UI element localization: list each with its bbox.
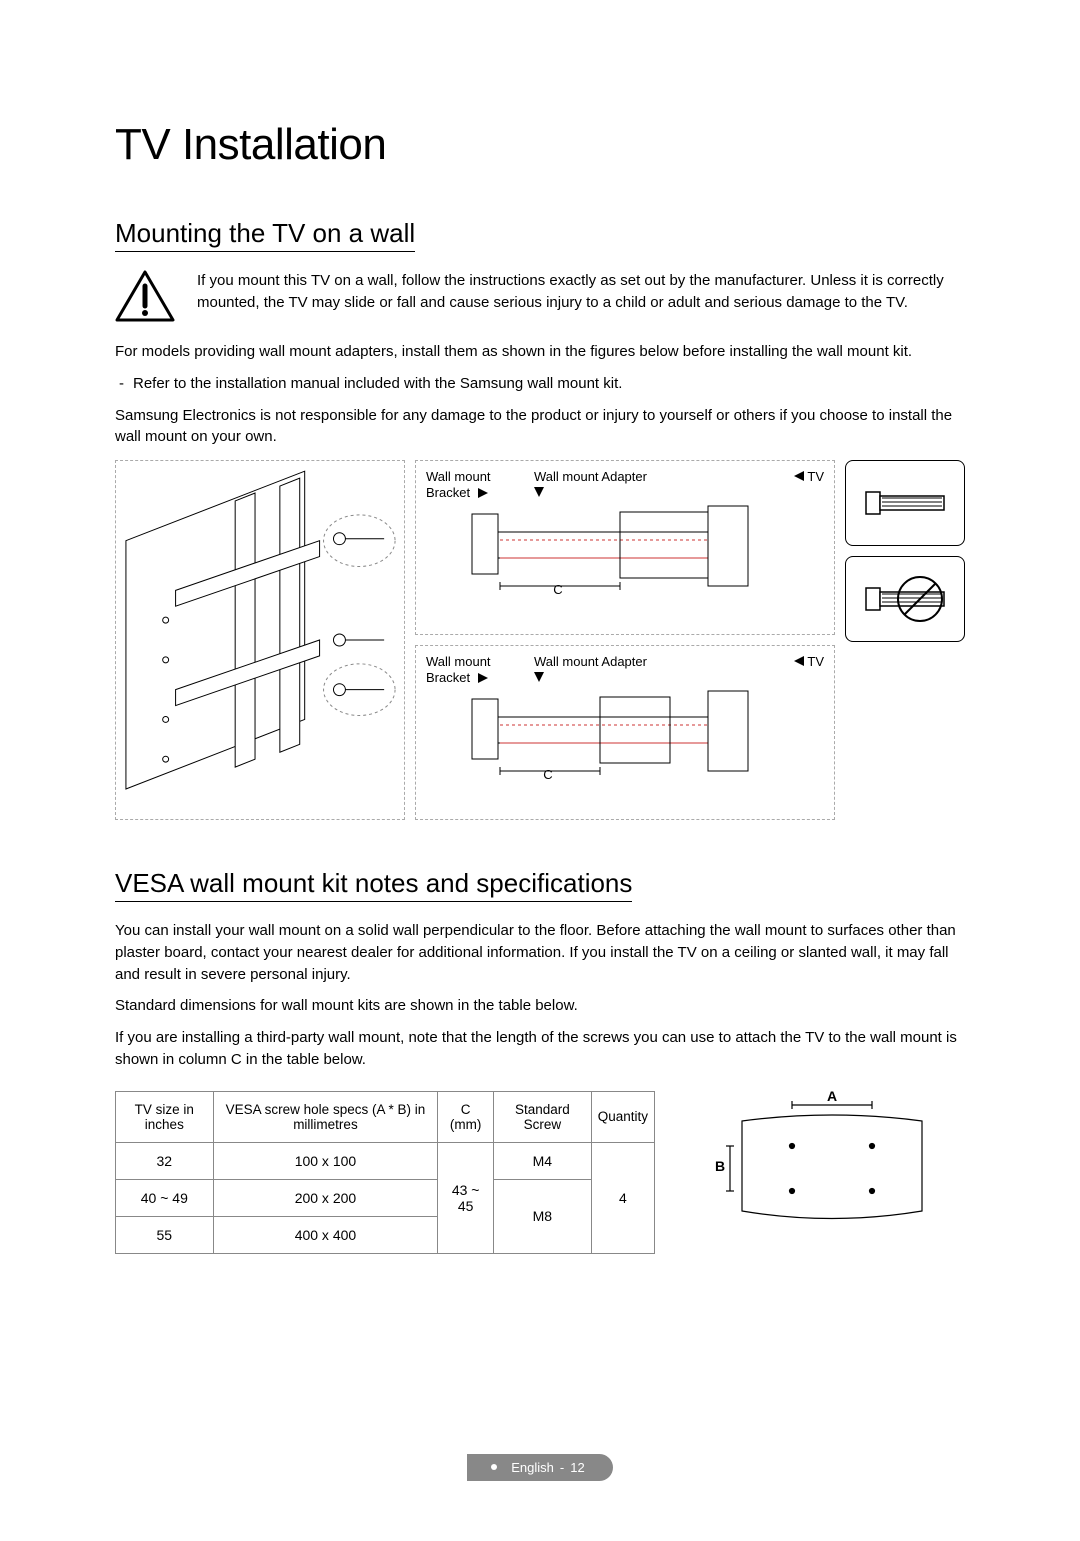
footer-lang: English [511,1460,554,1475]
footer-page: 12 [570,1460,584,1475]
th-c: C (mm) [438,1091,494,1142]
diagram-region: Wall mount Bracket Wall mount Adapter TV [115,460,965,820]
table-cell: 55 [116,1216,214,1253]
table-cell: M8 [494,1179,592,1253]
label-tv-2: TV [807,654,824,669]
table-cell: 43 ~ 45 [438,1142,494,1253]
label-c: C [553,582,562,594]
table-cell: 100 x 100 [213,1142,438,1179]
screw-no-icon [845,556,965,642]
vesa-p2: Standard dimensions for wall mount kits … [115,995,965,1017]
table-cell: 4 [591,1142,654,1253]
th-qty: Quantity [591,1091,654,1142]
th-screw: Standard Screw [494,1091,592,1142]
diagram-right [845,460,965,820]
mounting-p2: Refer to the installation manual include… [115,373,965,395]
mounting-heading: Mounting the TV on a wall [115,218,415,252]
page-number-tag: English - 12 [467,1454,612,1481]
diagram-mid: Wall mount Bracket Wall mount Adapter TV [415,460,835,820]
dim-b-label: B [715,1158,725,1174]
diagram-bracket-iso [115,460,405,820]
vesa-p1: You can install your wall mount on a sol… [115,920,965,985]
diagram-cross-top: Wall mount Bracket Wall mount Adapter TV [415,460,835,635]
table-cell: 32 [116,1142,214,1179]
vesa-section: VESA wall mount kit notes and specificat… [115,868,965,1254]
diagram-cross-bottom: Wall mount Bracket Wall mount Adapter TV [415,645,835,820]
vesa-dimension-diagram: A B [679,1091,965,1241]
vesa-table: TV size in inches VESA screw hole specs … [115,1091,655,1254]
warning-icon [115,270,175,327]
dim-a-label: A [827,1091,837,1104]
table-cell: 400 x 400 [213,1216,438,1253]
screw-ok-icon [845,460,965,546]
page-footer: English - 12 [115,1454,965,1481]
vesa-heading: VESA wall mount kit notes and specificat… [115,868,632,902]
warning-text: If you mount this TV on a wall, follow t… [197,270,965,314]
table-cell: 40 ~ 49 [116,1179,214,1216]
label-adapter: Wall mount Adapter [534,469,647,484]
mounting-p1: For models providing wall mount adapters… [115,341,965,363]
table-cell: 200 x 200 [213,1179,438,1216]
th-specs: VESA screw hole specs (A * B) in millime… [213,1091,438,1142]
footer-sep: - [560,1460,564,1475]
table-cell: M4 [494,1142,592,1179]
mounting-p3: Samsung Electronics is not responsible f… [115,405,965,449]
vesa-p3: If you are installing a third-party wall… [115,1027,965,1071]
label-c-2: C [543,767,552,779]
label-tv: TV [807,469,824,484]
label-adapter-2: Wall mount Adapter [534,654,647,669]
warning-block: If you mount this TV on a wall, follow t… [115,270,965,327]
page-title: TV Installation [115,120,965,170]
th-size: TV size in inches [116,1091,214,1142]
